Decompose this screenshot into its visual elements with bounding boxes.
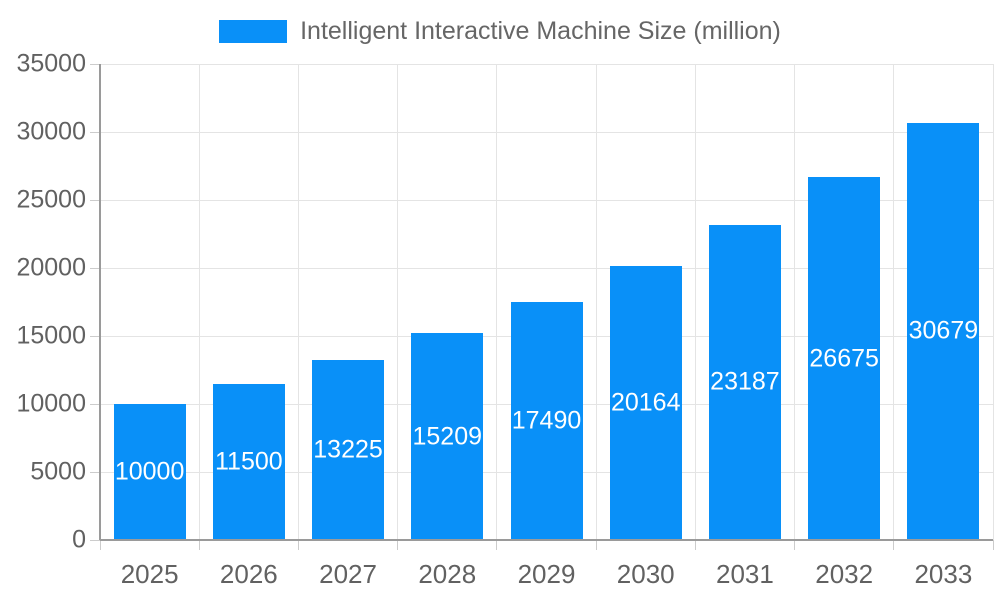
x-tick-label: 2029 [517,559,576,589]
x-tick-mark [397,540,399,550]
bar [708,224,781,540]
bar-value-label: 26675 [809,344,879,373]
y-tick-label: 20000 [16,253,86,282]
bar-value-label: 30679 [908,316,979,345]
bar [907,122,980,540]
bar-value-label: 23187 [710,367,780,396]
bar [113,404,186,540]
x-tick-mark [496,540,498,550]
bar-value-label: 17490 [511,406,582,435]
x-axis-line [100,539,993,541]
y-gridline [100,131,993,133]
y-tick-mark [90,199,100,201]
bar [312,360,385,540]
x-gridline [397,64,399,540]
x-tick-label: 2025 [120,559,179,589]
x-tick-mark [893,540,895,550]
y-tick-mark [90,63,100,65]
y-tick-label: 35000 [16,49,86,78]
y-tick-mark [90,267,100,269]
x-tick-label: 2033 [914,559,973,589]
bar-value-label: 10000 [114,457,185,486]
y-gridline [100,63,993,65]
x-gridline [794,64,796,540]
x-gridline [297,64,299,540]
bar-value-label: 20164 [610,388,681,417]
y-tick-label: 25000 [16,185,86,214]
y-tick-label: 30000 [16,117,86,146]
y-tick-mark [90,131,100,133]
y-tick-label: 5000 [30,457,86,486]
x-tick-label: 2030 [616,559,675,589]
y-tick-mark [90,403,100,405]
y-gridline [100,267,993,269]
y-tick-label: 0 [72,525,86,554]
x-tick-mark [297,540,299,550]
y-gridline [100,199,993,201]
bar [609,265,682,540]
x-gridline [992,64,994,540]
bar-value-label: 11500 [214,447,283,476]
x-tick-label: 2026 [219,559,278,589]
x-tick-mark [198,540,200,550]
y-tick-label: 15000 [16,321,86,350]
bar [808,177,881,540]
x-tick-mark [794,540,796,550]
bar [411,333,484,540]
chart-legend: Intelligent Interactive Machine Size (mi… [0,16,1000,46]
x-tick-mark [595,540,597,550]
y-tick-label: 10000 [16,389,86,418]
bar-value-label: 13225 [313,435,383,464]
x-tick-mark [694,540,696,550]
x-gridline [893,64,895,540]
bar [212,383,285,540]
x-tick-label: 2028 [418,559,477,589]
y-tick-mark [90,471,100,473]
bar [510,302,583,540]
x-tick-label: 2027 [319,559,377,589]
y-tick-mark [90,539,100,541]
x-gridline [694,64,696,540]
x-gridline [198,64,200,540]
x-gridline [595,64,597,540]
y-tick-mark [90,335,100,337]
x-tick-mark [992,540,994,550]
legend-swatch [219,19,288,43]
legend-title: Intelligent Interactive Machine Size (mi… [300,17,781,45]
bar-value-label: 15209 [412,422,483,451]
y-axis-tick-extension [99,540,101,550]
y-axis-line [99,64,101,540]
x-tick-label: 2031 [716,559,774,589]
x-tick-label: 2032 [815,559,874,589]
x-gridline [496,64,498,540]
